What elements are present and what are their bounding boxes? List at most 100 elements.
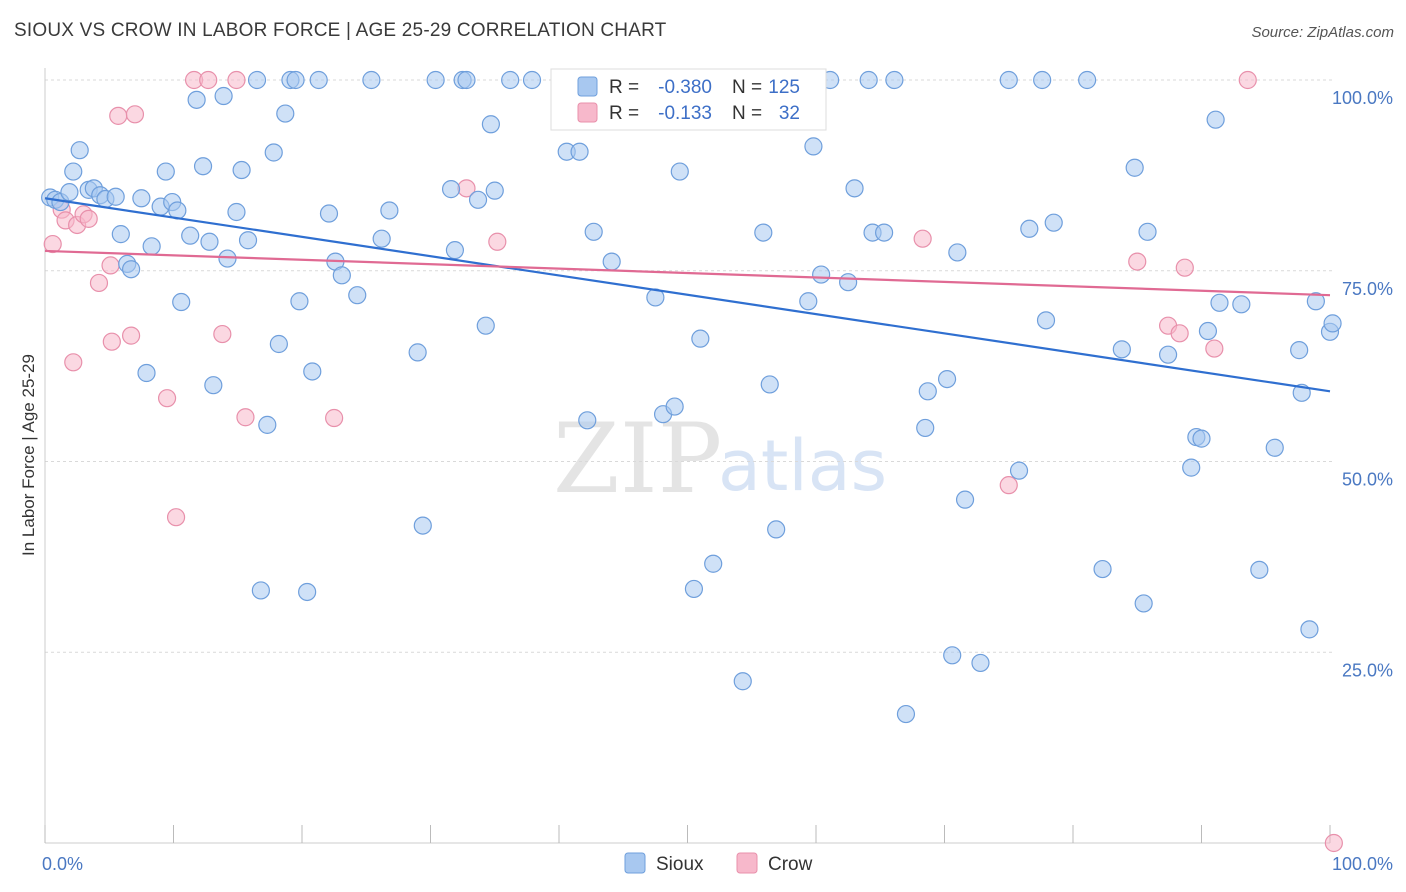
sioux-point bbox=[476, 316, 495, 335]
sioux-point bbox=[332, 266, 351, 285]
crow-point bbox=[236, 408, 255, 427]
sioux-n-value: 125 bbox=[768, 77, 800, 98]
series-legend: Sioux Crow bbox=[624, 852, 813, 875]
sioux-point bbox=[859, 70, 878, 90]
crow-points bbox=[43, 70, 1343, 853]
legend-sioux-label: Sioux bbox=[656, 854, 704, 875]
sioux-point bbox=[227, 202, 246, 222]
crow-trend-line bbox=[44, 249, 1331, 297]
sioux-point bbox=[1009, 461, 1029, 480]
crow-point bbox=[227, 70, 246, 90]
crow-point bbox=[325, 408, 344, 428]
sioux-point bbox=[885, 70, 904, 90]
sioux-point bbox=[60, 183, 79, 202]
sioux-point bbox=[584, 222, 603, 241]
sioux-point bbox=[362, 70, 381, 90]
sioux-point bbox=[670, 162, 689, 181]
sioux-point bbox=[684, 579, 704, 599]
sioux-point bbox=[1125, 158, 1144, 177]
sioux-point bbox=[200, 232, 219, 251]
sioux-point bbox=[999, 70, 1018, 90]
sioux-point bbox=[181, 226, 200, 245]
sioux-point bbox=[704, 554, 723, 573]
sioux-point bbox=[238, 231, 258, 250]
y-tick-label: 75.0% bbox=[1342, 279, 1393, 299]
crow-point bbox=[1128, 252, 1147, 271]
sioux-point bbox=[760, 375, 779, 394]
sioux-point bbox=[303, 362, 322, 381]
y-tick-label: 25.0% bbox=[1342, 660, 1393, 680]
sioux-point bbox=[348, 286, 367, 305]
sioux-point bbox=[319, 204, 339, 223]
crow-point bbox=[166, 508, 186, 527]
y-tick-label: 100.0% bbox=[1332, 88, 1393, 108]
sioux-point bbox=[111, 225, 130, 244]
sioux-point bbox=[485, 181, 504, 200]
sioux-point bbox=[106, 187, 125, 206]
sioux-point bbox=[1232, 295, 1251, 314]
y-tick-label: 50.0% bbox=[1342, 470, 1393, 490]
sioux-trend-line bbox=[44, 197, 1331, 393]
crow-point bbox=[121, 326, 141, 345]
sioux-point bbox=[812, 265, 831, 284]
sioux-point bbox=[1134, 594, 1153, 613]
sioux-point bbox=[1093, 559, 1112, 579]
y-tick-labels: 25.0% 50.0% 75.0% 100.0% bbox=[1332, 88, 1393, 680]
sioux-point bbox=[218, 249, 237, 268]
sioux-point bbox=[70, 141, 89, 160]
sioux-point bbox=[457, 70, 476, 90]
sioux-point bbox=[522, 70, 542, 90]
crow-point bbox=[999, 476, 1018, 495]
crow-point bbox=[109, 106, 128, 125]
crow-point bbox=[101, 256, 120, 275]
stats-legend: R = -0.380 N = 125 R = -0.133 N = 32 bbox=[550, 68, 827, 131]
sioux-point bbox=[1300, 620, 1319, 639]
sioux-point bbox=[172, 292, 191, 312]
crow-point bbox=[1175, 258, 1194, 277]
source-credit: Source: ZipAtlas.com bbox=[1251, 24, 1394, 41]
sioux-point bbox=[1206, 110, 1225, 129]
sioux-point bbox=[64, 162, 83, 181]
sioux-point bbox=[916, 418, 935, 438]
legend-crow-swatch bbox=[736, 852, 758, 874]
crow-n-label: N = bbox=[732, 103, 762, 124]
sioux-point bbox=[1158, 345, 1178, 364]
sioux-point bbox=[247, 70, 267, 90]
sioux-point bbox=[1036, 311, 1056, 330]
sioux-point bbox=[1265, 438, 1284, 457]
sioux-point bbox=[1250, 560, 1269, 579]
crow-point bbox=[1205, 339, 1224, 358]
sioux-point bbox=[1198, 321, 1218, 341]
sioux-point bbox=[290, 292, 309, 311]
sioux-point bbox=[251, 581, 270, 600]
sioux-point bbox=[943, 646, 962, 665]
crow-point bbox=[213, 324, 232, 344]
sioux-point bbox=[132, 189, 151, 208]
sioux-point bbox=[937, 369, 957, 389]
sioux-point bbox=[204, 376, 223, 395]
sioux-point bbox=[214, 86, 233, 106]
sioux-point bbox=[804, 137, 823, 156]
sioux-point bbox=[1044, 213, 1063, 232]
crow-point bbox=[125, 105, 145, 124]
sioux-point bbox=[232, 160, 251, 180]
sioux-point bbox=[501, 70, 520, 90]
crow-point bbox=[79, 209, 98, 228]
sioux-point bbox=[426, 70, 445, 90]
crow-point bbox=[102, 332, 121, 351]
sioux-point bbox=[372, 229, 391, 248]
sioux-point bbox=[156, 162, 175, 181]
sioux-point bbox=[733, 672, 752, 691]
sioux-point bbox=[286, 70, 305, 90]
sioux-r-label: R = bbox=[609, 77, 639, 98]
legend-sioux-swatch bbox=[624, 852, 646, 874]
crow-point bbox=[43, 234, 62, 254]
legend-crow-label: Crow bbox=[768, 854, 813, 875]
sioux-point bbox=[1078, 70, 1097, 90]
sioux-point bbox=[445, 241, 465, 260]
sioux-point bbox=[468, 190, 488, 209]
sioux-r-value: -0.380 bbox=[658, 77, 712, 98]
sioux-point bbox=[413, 516, 432, 535]
sioux-point bbox=[1306, 292, 1325, 311]
